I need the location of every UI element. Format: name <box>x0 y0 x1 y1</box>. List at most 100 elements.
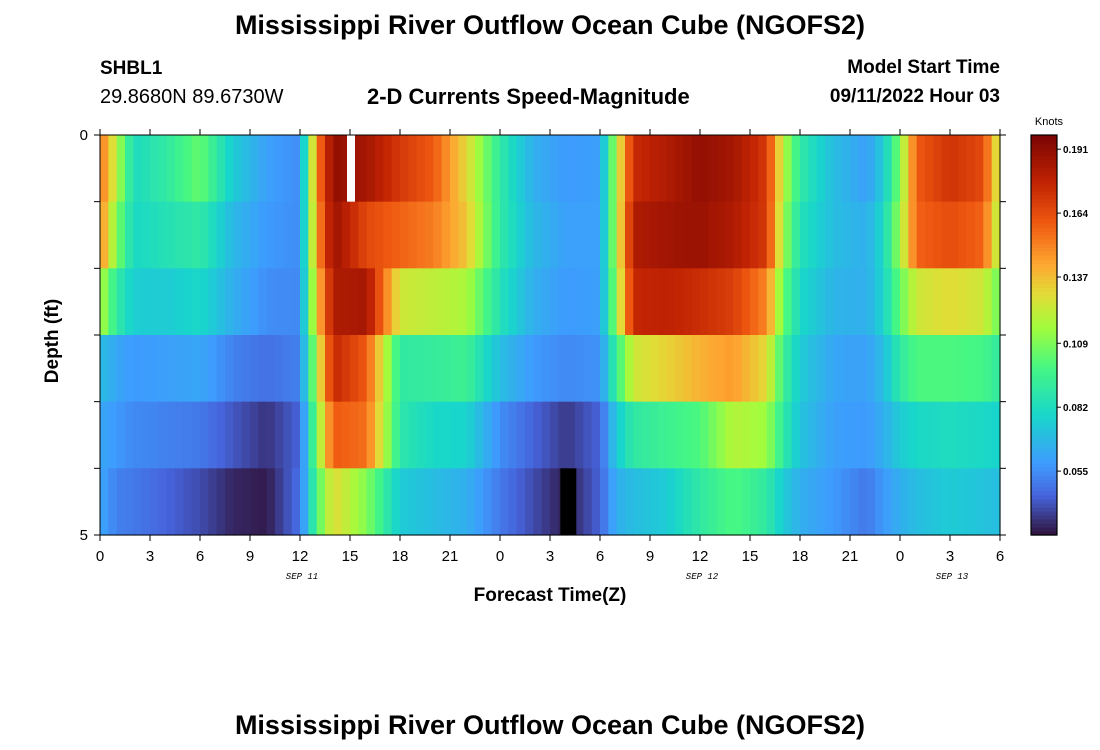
heatmap-cell <box>375 268 384 336</box>
heatmap-cell <box>633 335 643 403</box>
heatmap-cell <box>316 268 326 336</box>
heatmap-cell <box>541 135 551 203</box>
heatmap-cell <box>225 268 234 336</box>
x-tick-label: 3 <box>146 548 154 565</box>
heatmap-cell <box>275 468 284 536</box>
heatmap-cell <box>383 268 393 336</box>
x-tick-label: 6 <box>596 548 604 565</box>
heatmap-cell <box>975 135 984 203</box>
missing-data-block <box>560 468 577 535</box>
heatmap-cell <box>433 335 443 403</box>
heatmap-cell <box>733 201 743 269</box>
heatmap-cell <box>875 201 884 269</box>
heatmap-cell <box>716 468 726 536</box>
heatmap-cell <box>316 135 326 203</box>
heatmap-cell <box>991 201 1001 269</box>
colorbar-band <box>1031 287 1057 292</box>
colorbar-band <box>1031 491 1057 496</box>
heatmap-cell <box>933 401 943 469</box>
heatmap-cell <box>916 401 926 469</box>
colorbar-band <box>1031 259 1057 264</box>
heatmap-cell <box>958 135 968 203</box>
heatmap-cell <box>891 201 901 269</box>
heatmap-cell <box>966 401 976 469</box>
heatmap-cell <box>200 401 209 469</box>
heatmap-cell <box>708 201 718 269</box>
heatmap-cell <box>833 468 843 536</box>
heatmap-cell <box>941 335 951 403</box>
heatmap-cell <box>916 201 926 269</box>
x-tick-label: 12 <box>292 548 309 565</box>
heatmap-cell <box>750 201 759 269</box>
heatmap-cell <box>250 401 259 469</box>
heatmap-cell <box>533 268 543 336</box>
heatmap-cell <box>708 335 718 403</box>
heatmap-cell <box>683 135 693 203</box>
heatmap-cell <box>808 335 818 403</box>
heatmap-cell <box>266 201 276 269</box>
heatmap-cell <box>133 135 143 203</box>
heatmap-cell <box>366 401 376 469</box>
colorbar-band <box>1031 147 1057 152</box>
heatmap-cell <box>741 468 751 536</box>
heatmap-cell <box>891 468 901 536</box>
heatmap-cell <box>416 135 426 203</box>
heatmap-cell <box>433 268 443 336</box>
heatmap-cell <box>341 468 351 536</box>
colorbar-band <box>1031 391 1057 396</box>
heatmap-cell <box>966 135 976 203</box>
heatmap-cell <box>508 268 518 336</box>
heatmap-cell <box>491 268 501 336</box>
heatmap-cell <box>866 335 876 403</box>
heatmap-cell <box>200 468 209 536</box>
colorbar-band <box>1031 195 1057 200</box>
heatmap-cell <box>666 468 676 536</box>
heatmap-cell <box>400 335 409 403</box>
heatmap-cell <box>716 135 726 203</box>
heatmap-cell <box>533 335 543 403</box>
colorbar-band <box>1031 239 1057 244</box>
colorbar-band <box>1031 299 1057 304</box>
heatmap-cell <box>416 201 426 269</box>
heatmap-cell <box>625 201 634 269</box>
heatmap-cell <box>658 468 668 536</box>
heatmap-cell <box>866 468 876 536</box>
heatmap-cell <box>600 268 609 336</box>
heatmap-cell <box>783 468 793 536</box>
heatmap-cell <box>641 268 651 336</box>
heatmap-cell <box>616 135 626 203</box>
colorbar-band <box>1031 359 1057 364</box>
date-label: SEP 12 <box>686 572 719 582</box>
heatmap-cell <box>791 468 801 536</box>
heatmap-cell <box>975 468 984 536</box>
colorbar-frame <box>1030 134 1058 536</box>
heatmap-cell <box>191 268 201 336</box>
heatmap-cell <box>241 401 251 469</box>
heatmap-cell <box>541 468 551 536</box>
heatmap-cell <box>991 335 1001 403</box>
heatmap-cell <box>166 335 176 403</box>
heatmap-cell <box>891 401 901 469</box>
x-tick-label: 21 <box>442 548 459 565</box>
heatmap-cell <box>983 335 993 403</box>
heatmap-cell <box>600 401 609 469</box>
heatmap-cell <box>933 201 943 269</box>
heatmap-cell <box>525 268 534 336</box>
heatmap-cell <box>308 201 318 269</box>
colorbar-band <box>1031 451 1057 456</box>
colorbar-band <box>1031 159 1057 164</box>
heatmap-cell <box>550 201 559 269</box>
heatmap-cell <box>383 201 393 269</box>
heatmap-cell <box>158 468 168 536</box>
heatmap-cell <box>325 135 334 203</box>
heatmap-cell <box>475 468 484 536</box>
heatmap-cell <box>416 335 426 403</box>
heatmap-cell <box>725 268 734 336</box>
colorbar-band <box>1031 179 1057 184</box>
heatmap-cell <box>733 135 743 203</box>
heatmap-cell <box>983 201 993 269</box>
heatmap-cell <box>775 201 784 269</box>
heatmap-cell <box>825 135 834 203</box>
heatmap-cell <box>508 401 518 469</box>
heatmap-cell <box>683 201 693 269</box>
